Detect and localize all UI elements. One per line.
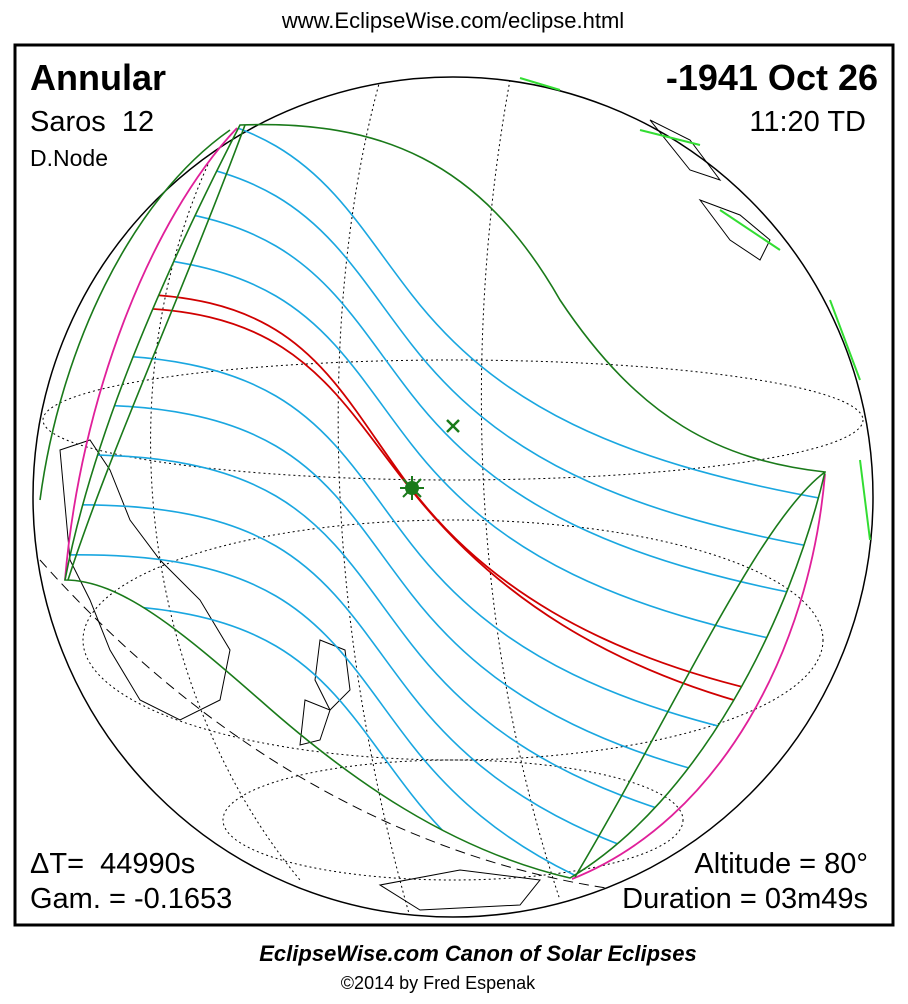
graticule [42, 79, 864, 917]
penumbral-line [65, 404, 825, 806]
limb-lines [39, 559, 621, 891]
penumbral-line [65, 204, 825, 606]
penumbral-line [65, 554, 825, 879]
footer-credit: ©2014 by Fred Espenak [341, 973, 536, 993]
eclipse-type: Annular [30, 57, 166, 98]
greatest-eclipse [400, 476, 424, 500]
url: www.EclipseWise.com/eclipse.html [281, 8, 624, 33]
greatest-duration [446, 419, 460, 433]
node: D.Node [30, 145, 108, 171]
penumbral-line [65, 154, 825, 556]
coastlines [59, 119, 771, 911]
time: 11:20 TD [749, 106, 866, 138]
saros: Saros 12 [30, 106, 154, 138]
penumbral-line [65, 604, 825, 879]
penumbral-line [65, 254, 825, 656]
rise-set-curves [64, 127, 826, 880]
penumbral-line [65, 354, 825, 756]
penumbra-outline [39, 123, 826, 879]
footer-title: EclipseWise.com Canon of Solar Eclipses [259, 941, 697, 966]
globe [32, 76, 874, 918]
delta-t: ΔT= 44990s [30, 848, 195, 880]
date: -1941 Oct 26 [666, 57, 878, 98]
altitude: Altitude = 80° [694, 848, 868, 880]
frame [13, 43, 895, 927]
duration: Duration = 03m49s [622, 883, 868, 915]
light-green-border [519, 77, 871, 541]
gamma: Gam. = -0.1653 [30, 883, 232, 915]
